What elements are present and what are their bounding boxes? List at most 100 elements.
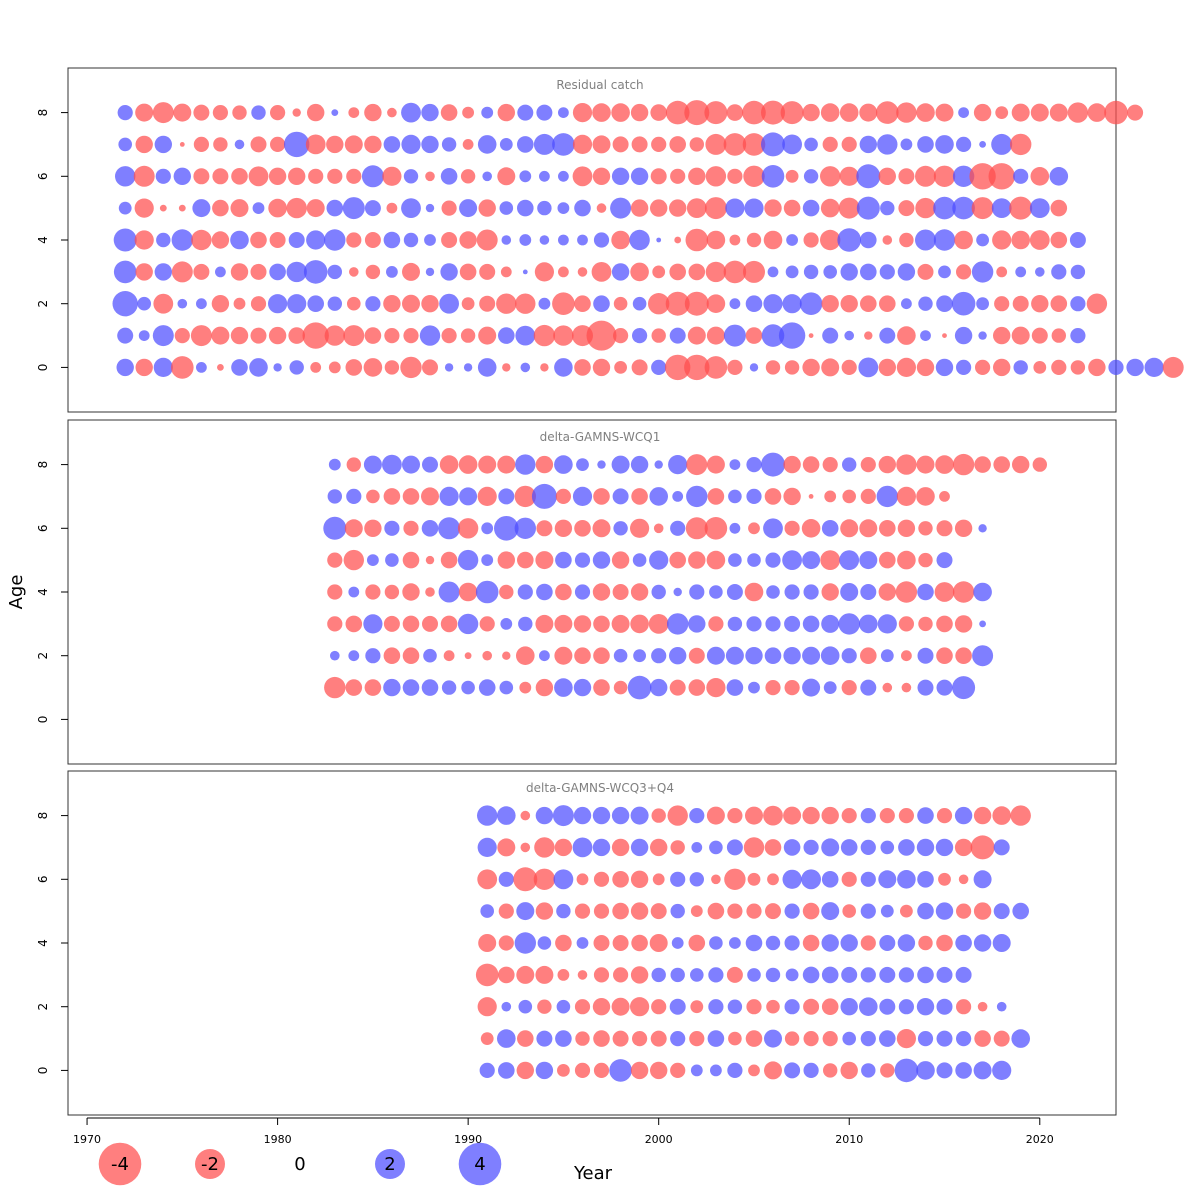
bubble xyxy=(424,234,436,246)
bubble xyxy=(574,999,591,1015)
bubble xyxy=(536,104,553,121)
bubble xyxy=(499,138,513,151)
bubble xyxy=(803,169,819,184)
bubble xyxy=(211,326,230,345)
bubble xyxy=(1013,360,1028,375)
bubble xyxy=(917,807,934,824)
bubble xyxy=(838,197,860,219)
bubble xyxy=(785,968,799,982)
bubble xyxy=(498,327,515,344)
bubble xyxy=(991,133,1013,155)
bubble xyxy=(630,167,649,185)
bubble xyxy=(898,200,915,217)
bubble xyxy=(838,613,860,635)
bubble xyxy=(841,966,858,983)
bubble xyxy=(783,839,801,856)
bubble xyxy=(1067,102,1089,123)
bubble xyxy=(593,903,610,919)
bubble xyxy=(783,487,801,506)
bubble xyxy=(859,997,878,1016)
bubble xyxy=(366,489,380,504)
bubble xyxy=(1011,326,1030,345)
bubble xyxy=(518,999,533,1014)
bubble xyxy=(558,266,569,278)
bubble xyxy=(113,228,137,252)
bubble xyxy=(690,1000,704,1014)
bubble xyxy=(917,966,934,984)
bubble xyxy=(592,998,611,1016)
bubble xyxy=(916,455,935,474)
bubble xyxy=(917,583,934,601)
bubble xyxy=(441,200,457,216)
bubble xyxy=(860,903,876,919)
bubble xyxy=(652,873,665,886)
bubble xyxy=(766,999,780,1014)
bubble xyxy=(475,580,499,604)
bubble xyxy=(917,902,934,920)
bubble xyxy=(477,805,498,826)
bubble xyxy=(400,356,422,379)
bubble xyxy=(729,459,741,470)
y-tick-label: 0 xyxy=(36,716,50,724)
bubble xyxy=(918,296,933,311)
bubble xyxy=(287,294,307,314)
bubble xyxy=(1011,230,1030,250)
x-tick-label: 2020 xyxy=(1026,1133,1054,1146)
bubble xyxy=(1127,104,1144,121)
bubble xyxy=(745,806,763,825)
bubble xyxy=(577,970,588,980)
bubble xyxy=(330,650,340,661)
bubble xyxy=(536,583,553,601)
bubble xyxy=(841,808,857,824)
bubble xyxy=(708,616,724,632)
bubble xyxy=(250,136,267,153)
bubble xyxy=(840,519,859,538)
bubble xyxy=(384,520,400,536)
bubble xyxy=(383,231,401,249)
bubble xyxy=(1050,231,1068,249)
bubble xyxy=(502,363,511,372)
bubble xyxy=(554,519,573,537)
bubble xyxy=(938,872,951,886)
bubble xyxy=(116,358,134,377)
bubble xyxy=(592,135,611,154)
bubble xyxy=(632,1031,648,1047)
bubble xyxy=(952,165,975,187)
bubble xyxy=(498,935,514,951)
bubble xyxy=(1144,357,1164,377)
bubble xyxy=(726,966,743,983)
bubble xyxy=(498,871,514,887)
bubble xyxy=(593,615,610,633)
bubble xyxy=(555,551,572,569)
y-tick-label: 2 xyxy=(36,300,50,308)
bubble xyxy=(802,358,820,377)
bubble xyxy=(592,583,611,601)
bubble xyxy=(823,681,837,694)
bubble xyxy=(159,204,167,212)
bubble xyxy=(500,266,512,278)
bubble xyxy=(728,489,742,504)
bubble xyxy=(1030,167,1050,186)
bubble xyxy=(592,551,611,569)
bubble xyxy=(706,455,725,474)
bubble xyxy=(250,231,267,249)
bubble xyxy=(292,108,301,117)
bubble xyxy=(630,583,649,601)
bubble xyxy=(553,325,574,346)
bubble xyxy=(802,934,820,952)
y-tick-label: 6 xyxy=(36,172,50,180)
bubble xyxy=(672,491,684,502)
bubble xyxy=(897,519,916,537)
bubble xyxy=(347,296,361,311)
bubble xyxy=(382,454,402,475)
bubble xyxy=(765,967,781,983)
bubble xyxy=(383,678,401,697)
legend-label: 0 xyxy=(294,1154,305,1175)
bubble xyxy=(501,235,512,245)
bubble xyxy=(558,170,569,182)
bubble xyxy=(803,839,819,856)
bubble xyxy=(611,806,630,825)
bubble xyxy=(686,198,707,219)
bubble xyxy=(270,105,286,121)
bubble xyxy=(978,524,987,533)
